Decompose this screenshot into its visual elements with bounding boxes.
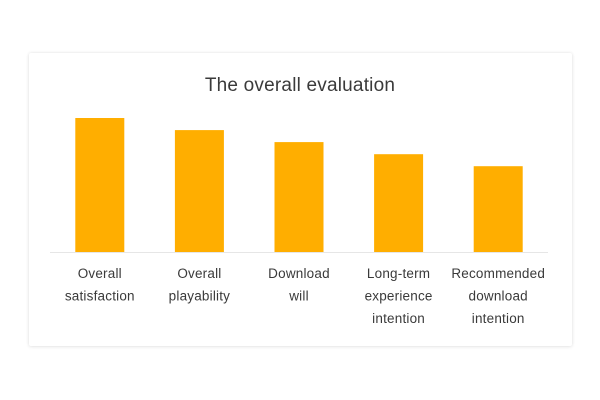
x-tick-label-line: Recommended [451,266,545,281]
x-tick-label-2: Overall playability [169,266,231,304]
x-tick-label-1: Overall satisfaction [65,266,135,304]
x-tick-label-line: intention [472,311,525,326]
x-tick-label-4: Long-term experience intention [365,266,433,326]
tick-labels-group: Overall satisfaction Overall playability Dow… [65,266,545,326]
x-tick-label-line: Download [268,266,330,281]
x-tick-label-3: Download will [268,266,330,304]
bar-2 [174,130,224,252]
chart-title: The overall evaluation [204,75,396,96]
bar-3 [274,142,324,252]
x-tick-label-line: satisfaction [65,289,135,304]
x-tick-label-line: experience [365,289,433,304]
x-tick-label-line: download [468,289,527,304]
x-tick-label-line: playability [169,289,231,304]
x-tick-label-line: Overall [177,266,221,281]
x-tick-label-line: intention [372,311,425,326]
x-tick-label-line: Long-term [367,266,430,281]
bar-4 [374,154,424,252]
bar-1 [75,118,125,252]
x-tick-label-line: Overall [78,266,122,281]
x-tick-label-line: will [288,289,309,304]
x-tick-label-5: Recommended download intention [451,266,545,326]
bars-group [75,118,523,252]
bar-5 [473,166,523,252]
